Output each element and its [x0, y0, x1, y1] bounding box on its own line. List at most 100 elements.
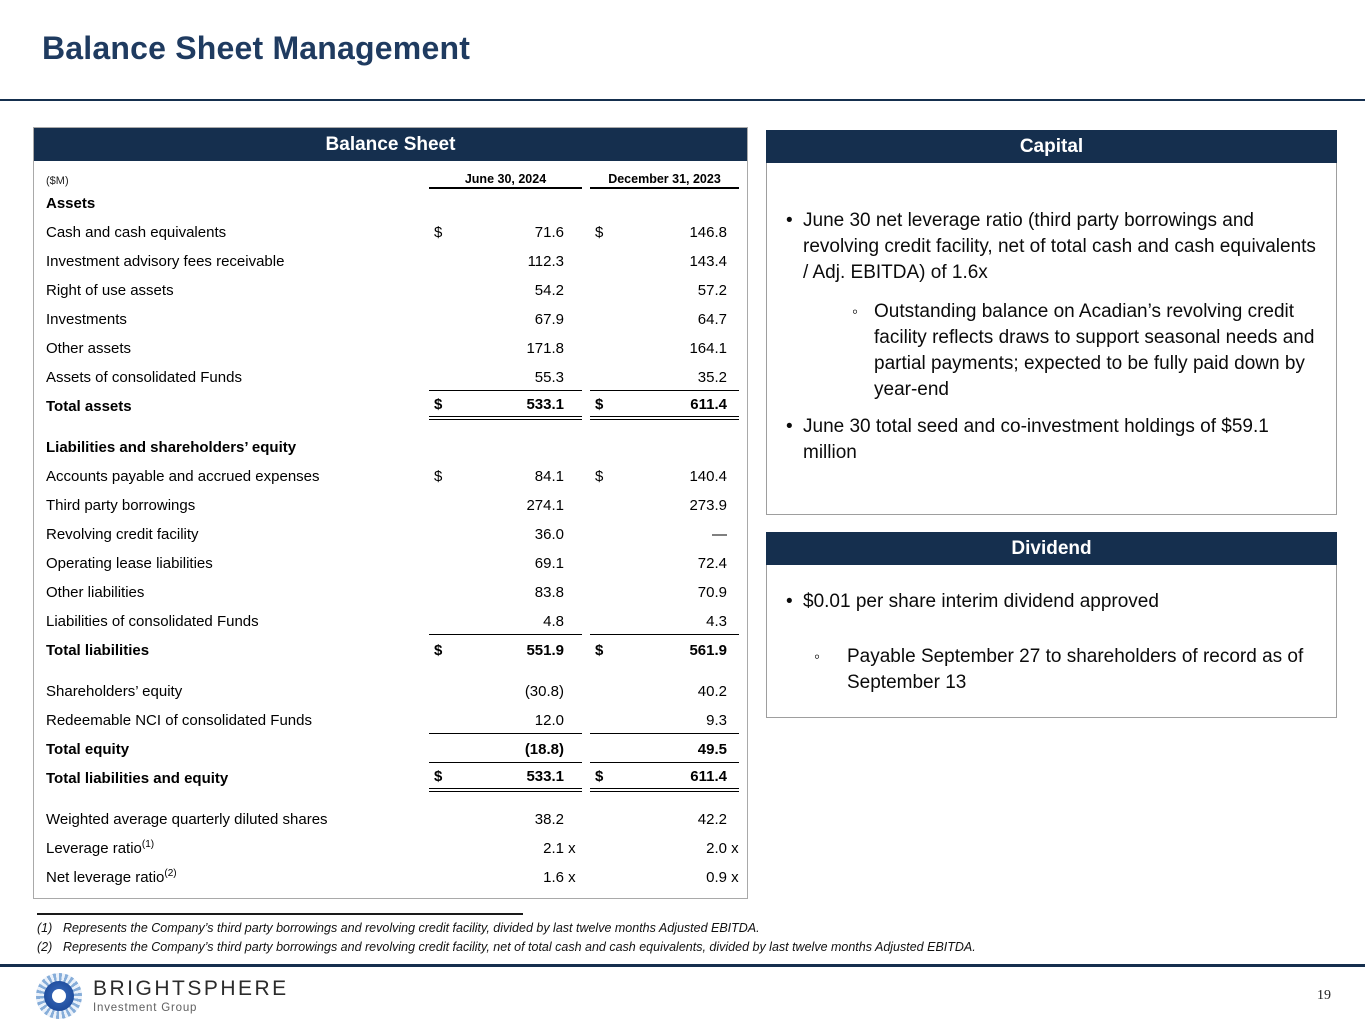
- row-label: Operating lease liabilities: [46, 555, 213, 572]
- row-value: $611.4: [590, 394, 739, 420]
- row-value: 12.0: [429, 708, 582, 734]
- table-row: Investments 67.9 64.7: [46, 305, 739, 334]
- bullet-text: June 30 net leverage ratio (third party …: [803, 210, 1316, 283]
- row-label: Right of use assets: [46, 282, 174, 299]
- row-value: $561.9: [590, 638, 739, 664]
- row-value: 67.9: [429, 307, 582, 333]
- row-value: 9.3: [590, 708, 739, 734]
- table-spacer-row: [46, 665, 739, 677]
- bullet-text: Payable September 27 to shareholders of …: [847, 646, 1304, 693]
- value-number: 72.4: [697, 555, 727, 572]
- row-value: 70.9: [590, 580, 739, 606]
- table-row: Leverage ratio(1) 2.1 x 2.0 x: [46, 834, 739, 863]
- row-value: 42.2: [590, 807, 739, 833]
- row-value: 35.2: [590, 365, 739, 391]
- footnote-list: (1) Represents the Company’s third party …: [37, 919, 1327, 957]
- table-spacer-row: [46, 421, 739, 433]
- row-value: $551.9: [429, 638, 582, 664]
- dollar-sign: $: [595, 468, 604, 485]
- dividend-panel: Dividend • $0.01 per share interim divide…: [766, 532, 1337, 718]
- capital-panel-header: Capital: [766, 130, 1337, 163]
- value-number: 2.1: [543, 840, 564, 857]
- dividend-bullets: • $0.01 per share interim dividend approv…: [766, 565, 1337, 718]
- circle-bullet-icon: ◦: [814, 647, 821, 666]
- value-number: 112.3: [527, 253, 564, 270]
- value-number: 611.4: [690, 396, 727, 413]
- row-label: Total assets: [46, 398, 132, 415]
- balance-sheet-panel: Balance Sheet ($M) June 30, 2024 Decembe…: [33, 127, 748, 899]
- row-label: Shareholders’ equity: [46, 683, 183, 700]
- row-value: 1.6 x: [429, 865, 582, 891]
- row-label: Investment advisory fees receivable: [46, 253, 285, 270]
- bullet-item: • June 30 total seed and co-investment ho…: [786, 414, 1320, 466]
- value-number: 54.2: [534, 282, 564, 299]
- row-value: $146.8: [590, 220, 739, 246]
- table-row: Other assets 171.8 164.1: [46, 334, 739, 363]
- row-value: 171.8: [429, 336, 582, 362]
- page-number: 19: [1317, 988, 1331, 1003]
- table-row: Third party borrowings 274.1 273.9: [46, 491, 739, 520]
- company-logo: BRIGHTSPHERE Investment Group: [36, 973, 289, 1019]
- row-value: 36.0: [429, 522, 582, 548]
- value-number: 71.6: [534, 224, 564, 241]
- value-number: 561.9: [689, 642, 727, 659]
- value-number: 42.2: [697, 811, 727, 828]
- bullet-item: • $0.01 per share interim dividend approv…: [786, 589, 1320, 615]
- row-value: 40.2: [590, 679, 739, 705]
- row-label: Other assets: [46, 340, 132, 357]
- table-row: Liabilities and shareholders’ equity: [46, 433, 739, 462]
- value-number: 70.9: [697, 584, 727, 601]
- row-value: (18.8): [429, 737, 582, 763]
- footnote-text: Represents the Company’s third party bor…: [63, 940, 976, 954]
- table-row: Shareholders’ equity (30.8) 40.2: [46, 677, 739, 706]
- dividend-panel-header: Dividend: [766, 532, 1337, 565]
- footnote: (1) Represents the Company’s third party …: [37, 919, 1327, 938]
- row-value: 83.8: [429, 580, 582, 606]
- value-number: 84.1: [534, 468, 564, 485]
- dollar-sign: $: [434, 468, 443, 485]
- value-number: 9.3: [706, 711, 727, 729]
- footer-divider: [0, 964, 1365, 967]
- footnotes: (1) Represents the Company’s third party …: [37, 913, 1327, 957]
- row-label: Investments: [46, 311, 127, 328]
- brand-tagline: Investment Group: [93, 1002, 198, 1014]
- value-number: 551.9: [526, 642, 564, 659]
- value-number: 0.9: [706, 869, 727, 886]
- value-suffix: x: [564, 869, 576, 886]
- value-suffix: x: [727, 840, 739, 857]
- row-value: 72.4: [590, 551, 739, 577]
- row-value: 0.9 x: [590, 865, 739, 891]
- table-row: Assets: [46, 189, 739, 218]
- table-row: Weighted average quarterly diluted share…: [46, 805, 739, 834]
- table-row: Total equity (18.8) 49.5: [46, 735, 739, 764]
- row-value: $71.6: [429, 220, 582, 246]
- value-number: 611.4: [690, 768, 727, 785]
- balance-sheet-rows: Assets Cash and cash equivalents $71.6 $146…: [46, 189, 739, 892]
- bullet-icon: •: [786, 591, 793, 612]
- row-label: Net leverage ratio(2): [46, 868, 177, 887]
- row-value: 164.1: [590, 336, 739, 362]
- value-number: 40.2: [697, 683, 727, 700]
- sub-bullet-item: ◦ Payable September 27 to shareholders of…: [814, 644, 1320, 696]
- row-label: Total liabilities and equity: [46, 770, 229, 787]
- table-row: Operating lease liabilities 69.1 72.4: [46, 549, 739, 578]
- row-label: Total liabilities: [46, 642, 150, 659]
- value-suffix: x: [727, 869, 739, 886]
- bullet-icon: •: [786, 210, 793, 231]
- dollar-sign: $: [595, 642, 604, 659]
- table-row: Right of use assets 54.2 57.2: [46, 276, 739, 305]
- table-row: Total assets $533.1 $611.4: [46, 392, 739, 421]
- row-value: 49.5: [590, 737, 739, 763]
- footnote-text: Represents the Company’s third party bor…: [63, 921, 760, 935]
- row-label: Assets: [46, 195, 96, 212]
- row-label: Leverage ratio(1): [46, 839, 155, 858]
- row-value: 143.4: [590, 249, 739, 275]
- value-number: —: [712, 526, 727, 543]
- value-number: 55.3: [534, 368, 564, 386]
- brand-name: BRIGHTSPHERE: [93, 977, 289, 1000]
- dollar-sign: $: [595, 768, 604, 785]
- row-value: 64.7: [590, 307, 739, 333]
- dollar-sign: $: [595, 396, 604, 413]
- footnote: (2) Represents the Company’s third party …: [37, 938, 1327, 957]
